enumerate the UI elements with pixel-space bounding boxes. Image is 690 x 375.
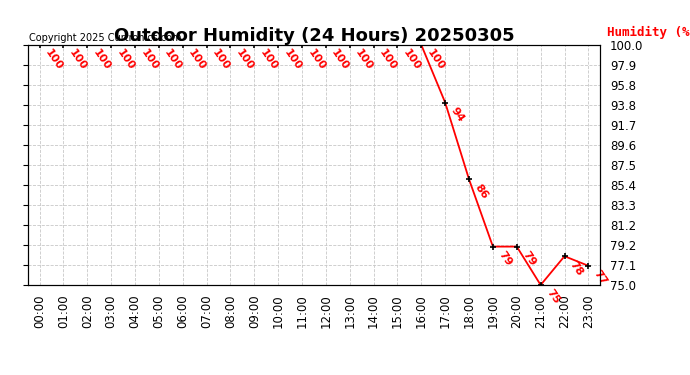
Text: 100: 100 [139, 48, 160, 72]
Text: 94: 94 [448, 105, 466, 124]
Text: 100: 100 [43, 48, 64, 72]
Text: Copyright 2025 Curtronics.com: Copyright 2025 Curtronics.com [29, 33, 181, 43]
Text: 79: 79 [520, 249, 538, 268]
Text: 100: 100 [282, 48, 303, 72]
Text: 100: 100 [401, 48, 422, 72]
Text: 100: 100 [258, 48, 279, 72]
Text: 100: 100 [115, 48, 136, 72]
Text: 75: 75 [544, 288, 561, 306]
Text: 100: 100 [377, 48, 399, 72]
Text: 100: 100 [186, 48, 208, 72]
Text: 100: 100 [67, 48, 88, 72]
Text: 100: 100 [162, 48, 184, 72]
Text: 77: 77 [592, 268, 609, 287]
Text: 100: 100 [353, 48, 375, 72]
Text: 100: 100 [234, 48, 255, 72]
Title: Outdoor Humidity (24 Hours) 20250305: Outdoor Humidity (24 Hours) 20250305 [114, 27, 514, 45]
Text: 100: 100 [91, 48, 112, 72]
Text: 100: 100 [329, 48, 351, 72]
Text: Humidity (%): Humidity (%) [607, 26, 690, 39]
Text: 86: 86 [473, 182, 490, 201]
Text: 79: 79 [497, 249, 513, 268]
Text: 100: 100 [306, 48, 327, 72]
Text: 100: 100 [425, 48, 446, 72]
Text: 78: 78 [568, 259, 585, 278]
Text: 100: 100 [210, 48, 232, 72]
